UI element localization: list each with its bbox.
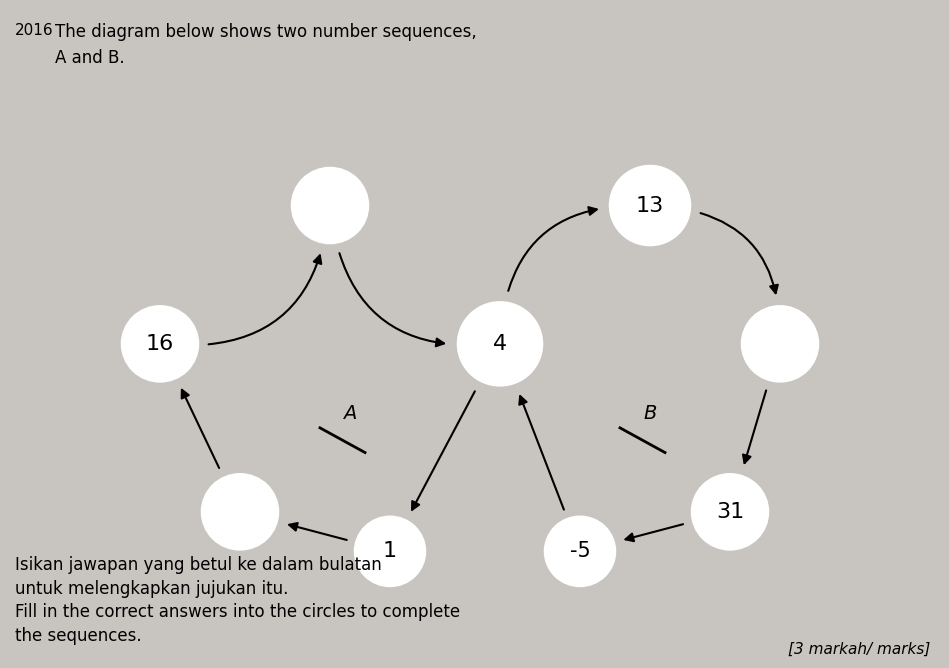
Text: 13: 13 <box>636 196 664 216</box>
Text: -5: -5 <box>569 541 590 561</box>
Circle shape <box>610 166 690 245</box>
Text: 4: 4 <box>493 334 507 354</box>
Circle shape <box>458 303 542 385</box>
Text: 16: 16 <box>146 334 174 354</box>
Text: [3 markah/ marks]: [3 markah/ marks] <box>788 642 930 657</box>
Circle shape <box>355 517 425 586</box>
Text: A: A <box>344 403 357 423</box>
Text: A and B.: A and B. <box>55 49 124 67</box>
Circle shape <box>202 474 278 549</box>
Circle shape <box>692 474 768 549</box>
Text: 1: 1 <box>383 541 397 561</box>
Text: Isikan jawapan yang betul ke dalam bulatan
untuk melengkapkan jujukan itu.
Fill : Isikan jawapan yang betul ke dalam bulat… <box>15 556 460 645</box>
Circle shape <box>122 307 198 381</box>
Circle shape <box>742 307 818 381</box>
Text: The diagram below shows two number sequences,: The diagram below shows two number seque… <box>55 23 476 41</box>
Text: 31: 31 <box>716 502 744 522</box>
Circle shape <box>545 517 615 586</box>
Text: B: B <box>643 403 657 423</box>
Text: 2016: 2016 <box>15 23 54 37</box>
Circle shape <box>292 168 368 243</box>
